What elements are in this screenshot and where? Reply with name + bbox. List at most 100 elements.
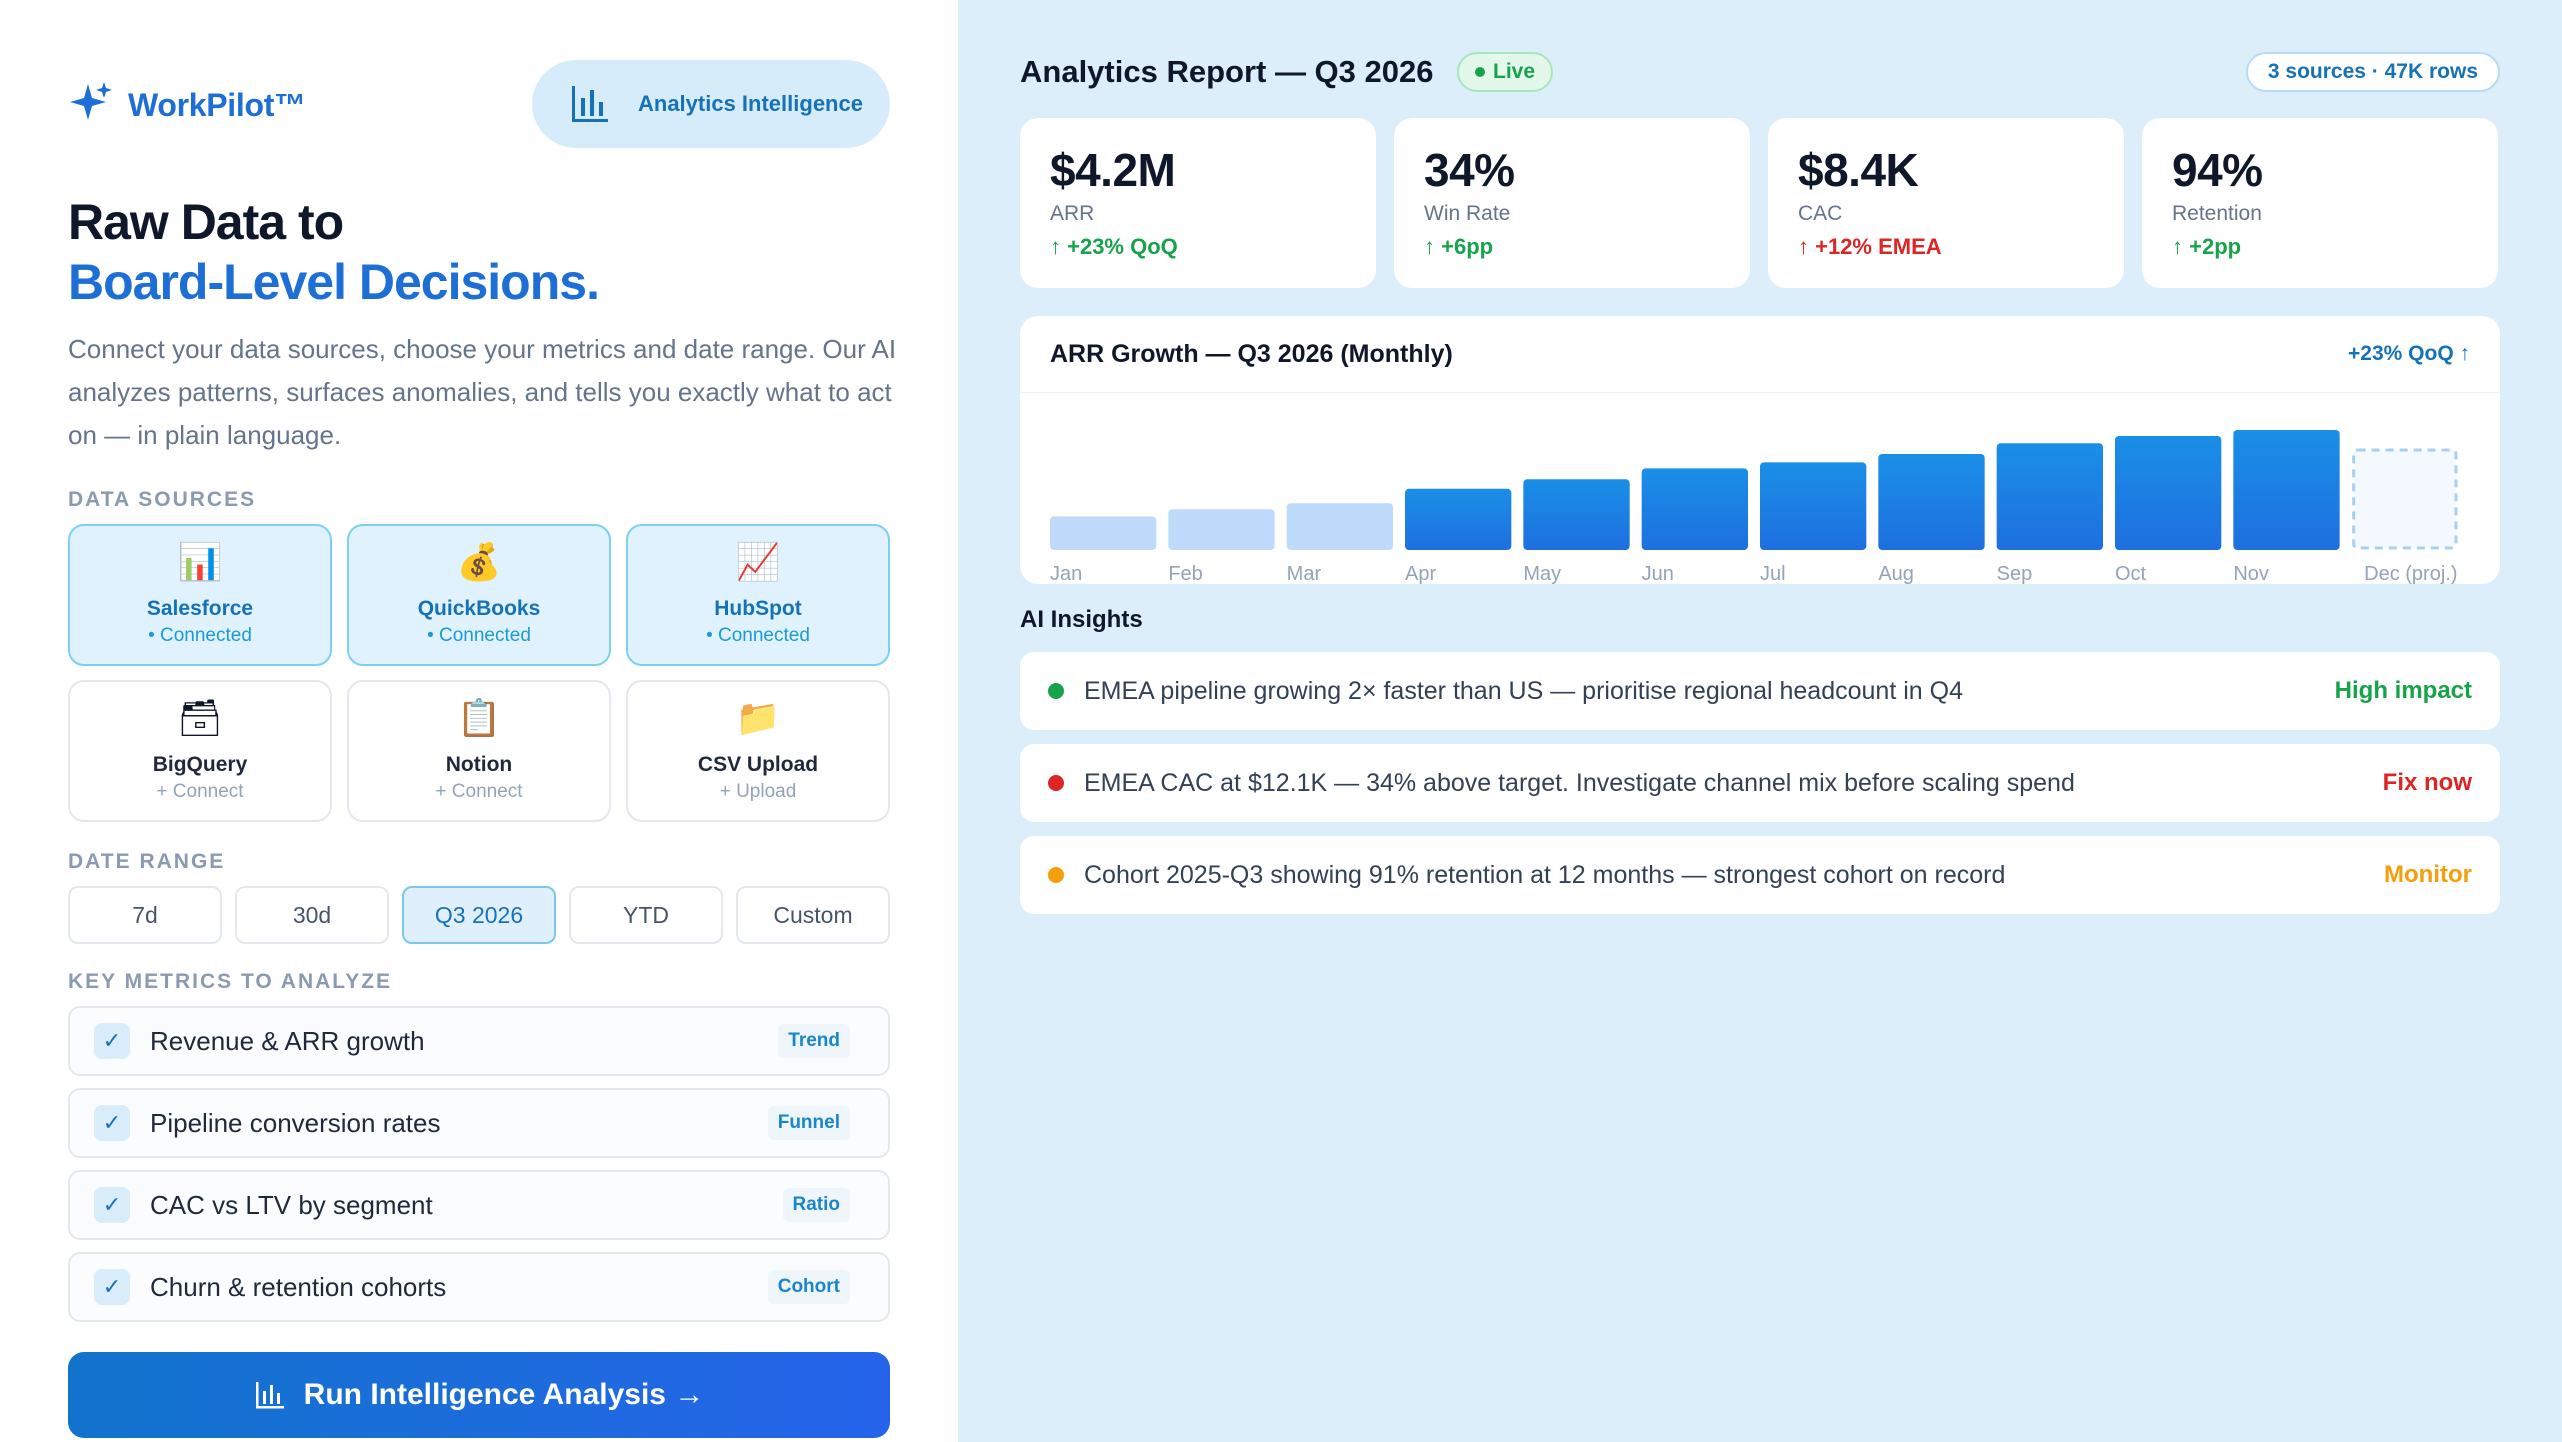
- metric-type-tag: Ratio: [782, 1188, 850, 1222]
- checkbox-checked-icon[interactable]: ✓: [94, 1187, 130, 1223]
- kpi-label: ARR: [1050, 202, 1095, 225]
- brand-row: WorkPilot™ Analytics Intelligence: [68, 60, 890, 148]
- date-range-ytd[interactable]: YTD: [569, 886, 723, 944]
- folder-icon: 📁: [735, 698, 781, 739]
- bar-jul: [1760, 462, 1867, 550]
- insight-impact: Monitor: [2384, 861, 2472, 888]
- date-range-q3-2026[interactable]: Q3 2026: [402, 886, 556, 944]
- source-status: + Upload: [719, 781, 797, 802]
- status-dot-icon: [1048, 775, 1064, 791]
- bar-jun: [1641, 468, 1748, 550]
- x-tick-label: Jun: [1642, 563, 1674, 584]
- insight-row[interactable]: EMEA CAC at $12.1K — 34% above target. I…: [1020, 744, 2500, 822]
- sparkle-logo-icon: [68, 80, 114, 131]
- hero-title-line2: Board-Level Decisions.: [68, 254, 600, 310]
- kpi-card-arr: $4.2M ARR ↑ +23% QoQ: [1020, 118, 1376, 288]
- brand[interactable]: WorkPilot™: [68, 80, 306, 131]
- metric-name: Revenue & ARR growth: [150, 1025, 425, 1056]
- kpi-change: ↑ +12% EMEA: [1798, 234, 1942, 259]
- ai-insights-list: EMEA pipeline growing 2× faster than US …: [1020, 652, 2500, 928]
- database-icon: 🗃: [177, 698, 223, 739]
- money-bag-icon: 💰: [456, 542, 502, 583]
- metric-row[interactable]: ✓ Revenue & ARR growth Trend: [68, 1006, 890, 1076]
- trend-chart-icon: 📈: [735, 542, 781, 583]
- source-name: HubSpot: [714, 597, 802, 620]
- arr-growth-chart-card: ARR Growth — Q3 2026 (Monthly) +23% QoQ …: [1020, 316, 2500, 584]
- date-range-custom[interactable]: Custom: [736, 886, 890, 944]
- arr-growth-bar-chart: Jan Feb Mar Apr May Jun Jul Aug Sep Oct Nov Dec (pr…: [1050, 430, 2458, 584]
- source-status: • Connected: [427, 625, 531, 646]
- insight-row[interactable]: Cohort 2025-Q3 showing 91% retention at …: [1020, 836, 2500, 914]
- source-card-notion[interactable]: 📋 Notion + Connect: [347, 680, 611, 822]
- analytics-intelligence-pill[interactable]: Analytics Intelligence: [532, 60, 890, 148]
- hero-title: Raw Data to Board-Level Decisions.: [68, 192, 600, 312]
- metric-type-tag: Cohort: [767, 1270, 850, 1304]
- metric-name: Churn & retention cohorts: [150, 1271, 447, 1302]
- source-status: • Connected: [148, 625, 252, 646]
- kpi-cards: $4.2M ARR ↑ +23% QoQ 34% Win Rate ↑ +6pp $8.4K…: [1020, 118, 2500, 288]
- hero-description: Connect your data sources, choose your m…: [68, 334, 897, 450]
- x-tick-label: May: [1523, 563, 1561, 584]
- run-analysis-button[interactable]: Run Intelligence Analysis →: [68, 1352, 890, 1438]
- metric-row[interactable]: ✓ Pipeline conversion rates Funnel: [68, 1088, 890, 1158]
- metric-name: Pipeline conversion rates: [150, 1107, 441, 1138]
- chart-title: ARR Growth — Q3 2026 (Monthly): [1050, 340, 1453, 368]
- bar-chart-icon: [254, 1379, 286, 1411]
- chart-delta: +23% QoQ ↑: [2348, 342, 2470, 365]
- source-card-salesforce[interactable]: 📊 Salesforce • Connected: [68, 524, 332, 666]
- bar-feb: [1168, 509, 1275, 550]
- metric-row[interactable]: ✓ CAC vs LTV by segment Ratio: [68, 1170, 890, 1240]
- x-tick-label: Apr: [1405, 563, 1436, 584]
- source-name: Notion: [445, 753, 513, 776]
- date-range-selector: 7d 30d Q3 2026 YTD Custom: [68, 886, 890, 944]
- metric-type-tag: Funnel: [767, 1106, 850, 1140]
- x-tick-label: Nov: [2233, 563, 2269, 584]
- insight-row[interactable]: EMEA pipeline growing 2× faster than US …: [1020, 652, 2500, 730]
- kpi-label: Retention: [2172, 202, 2262, 225]
- metric-name: CAC vs LTV by segment: [150, 1189, 433, 1220]
- x-tick-label: Dec (proj.): [2364, 563, 2457, 584]
- bar-oct: [2115, 436, 2222, 550]
- kpi-label: Win Rate: [1424, 202, 1511, 225]
- source-name: Salesforce: [146, 597, 254, 620]
- bar-sep: [1996, 443, 2103, 550]
- source-card-quickbooks[interactable]: 💰 QuickBooks • Connected: [347, 524, 611, 666]
- kpi-card-cac: $8.4K CAC ↑ +12% EMEA: [1768, 118, 2124, 288]
- checkbox-checked-icon[interactable]: ✓: [94, 1269, 130, 1305]
- kpi-value: $8.4K: [1798, 144, 1919, 196]
- x-tick-label: Feb: [1168, 563, 1202, 584]
- hero-title-line1: Raw Data to: [68, 194, 344, 250]
- date-range-30d[interactable]: 30d: [235, 886, 389, 944]
- bar-apr: [1405, 488, 1512, 550]
- data-sources-label: DATA SOURCES: [68, 488, 257, 511]
- x-tick-label: Jan: [1050, 563, 1082, 584]
- source-card-csv-upload[interactable]: 📁 CSV Upload + Upload: [626, 680, 890, 822]
- live-label: Live: [1493, 60, 1536, 83]
- kpi-card-retention: 94% Retention ↑ +2pp: [2142, 118, 2498, 288]
- kpi-change: ↑ +23% QoQ: [1050, 234, 1178, 259]
- bar-jan: [1050, 516, 1157, 550]
- source-status: • Connected: [706, 625, 810, 646]
- source-name: BigQuery: [152, 753, 248, 776]
- clipboard-icon: 📋: [456, 698, 502, 739]
- checkbox-checked-icon[interactable]: ✓: [94, 1105, 130, 1141]
- live-dot-icon: [1475, 67, 1485, 77]
- metric-row[interactable]: ✓ Churn & retention cohorts Cohort: [68, 1252, 890, 1322]
- ai-insights-title: AI Insights: [1020, 606, 1143, 633]
- bar-aug: [1878, 454, 1985, 550]
- bar-mar: [1286, 503, 1393, 550]
- x-tick-label: Aug: [1878, 563, 1914, 584]
- kpi-card-win-rate: 34% Win Rate ↑ +6pp: [1394, 118, 1750, 288]
- checkbox-checked-icon[interactable]: ✓: [94, 1023, 130, 1059]
- x-tick-label: Jul: [1760, 563, 1786, 584]
- kpi-value: 94%: [2172, 144, 2263, 196]
- source-card-bigquery[interactable]: 🗃 BigQuery + Connect: [68, 680, 332, 822]
- source-card-hubspot[interactable]: 📈 HubSpot • Connected: [626, 524, 890, 666]
- kpi-value: 34%: [1424, 144, 1515, 196]
- status-dot-icon: [1048, 683, 1064, 699]
- date-range-7d[interactable]: 7d: [68, 886, 222, 944]
- kpi-change: ↑ +2pp: [2172, 234, 2242, 259]
- live-badge: Live: [1457, 52, 1554, 92]
- insight-text: EMEA CAC at $12.1K — 34% above target. I…: [1084, 768, 2075, 797]
- bar-dec-proj: [2352, 448, 2458, 550]
